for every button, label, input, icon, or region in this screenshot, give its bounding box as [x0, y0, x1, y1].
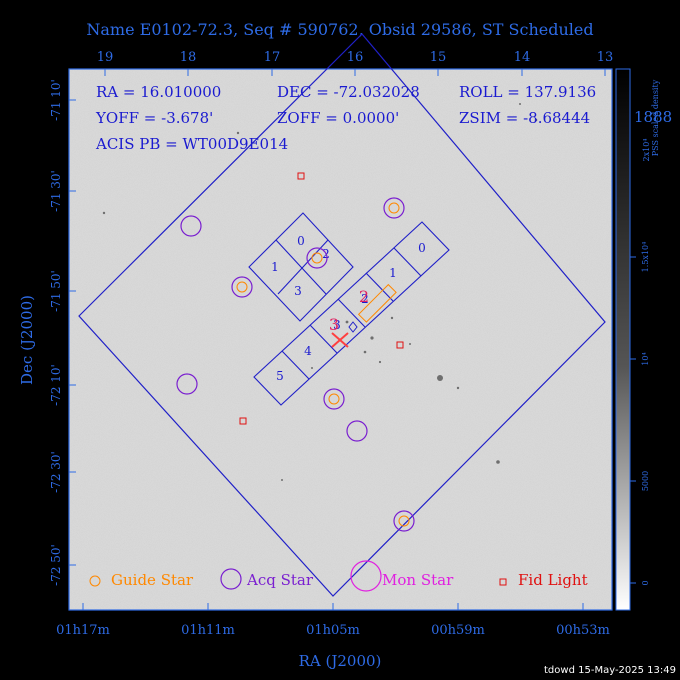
legend-guide-label: Guide Star — [111, 571, 194, 589]
legend: Guide Star Acq Star Mon Star Fid Light — [89, 560, 588, 592]
guide-star-marker — [311, 252, 323, 264]
colorbar-max: 2x10⁴ — [642, 139, 651, 162]
acq-star-marker — [383, 197, 405, 219]
bottom-tick-label: 01h05m — [306, 623, 360, 638]
fid-light-marker — [239, 417, 247, 425]
chip-label-s1: 1 — [389, 266, 397, 280]
legend-fid-icon — [499, 578, 507, 586]
acq-star-marker — [306, 247, 328, 269]
top-tick-label: 13 — [597, 50, 614, 65]
chip-label-s4: 4 — [304, 344, 312, 358]
legend-mon-icon — [350, 560, 382, 592]
left-tick-label: -71 30' — [49, 170, 63, 212]
chip-label-s5: 5 — [276, 369, 284, 383]
chip-label-i0: 0 — [297, 234, 305, 248]
left-tick-label: -72 30' — [49, 451, 63, 493]
fid-lights — [239, 172, 404, 425]
plot-frame — [68, 68, 613, 611]
acq-stars — [176, 197, 415, 532]
top-tick-label: 16 — [347, 50, 364, 65]
acq-star-marker — [231, 276, 253, 298]
info-yoff: YOFF = -3.678' — [95, 109, 213, 127]
info-ra: RA = 16.010000 — [96, 83, 221, 101]
info-zsim: ZSIM = -8.68444 — [459, 109, 590, 127]
left-axis — [69, 99, 76, 566]
legend-guide-icon — [89, 575, 101, 587]
left-tick-label: -71 10' — [49, 79, 63, 121]
chip-label-i1: 1 — [271, 260, 279, 274]
top-axis — [104, 69, 606, 76]
acq-star-marker — [323, 388, 345, 410]
fid-light-marker — [297, 172, 305, 180]
acq-star-marker — [180, 215, 202, 237]
top-tick-label: 17 — [264, 50, 281, 65]
guide-star-marker — [388, 202, 400, 214]
top-tick-label: 14 — [514, 50, 531, 65]
left-tick-label: -72 10' — [49, 364, 63, 406]
fid-light-marker — [396, 341, 404, 349]
colorbar-tick-label: 0 — [641, 580, 650, 585]
guide-star-marker — [398, 515, 410, 527]
acq-star-marker — [346, 420, 368, 442]
top-tick-label: 18 — [180, 50, 197, 65]
left-tick-label: -71 50' — [49, 270, 63, 312]
plot-title: Name E0102-72.3, Seq # 590762, Obsid 295… — [86, 20, 593, 39]
target-marker — [331, 283, 397, 348]
top-tick-label: 19 — [97, 50, 114, 65]
field-of-view-square — [78, 33, 606, 597]
legend-acq-icon — [220, 568, 242, 590]
bottom-axis — [82, 603, 584, 610]
info-roll: ROLL = 137.9136 — [459, 83, 596, 101]
chip-label-s2: 2 — [361, 292, 369, 306]
colorbar: PSS scaled density 2x10⁴ 1.5x10⁴ 10⁴ 500… — [615, 68, 672, 611]
left-tick-label: -72 50' — [49, 544, 63, 586]
colorbar-tick-label: 1.5x10⁴ — [641, 242, 650, 273]
bottom-tick-label: 00h53m — [556, 623, 610, 638]
acis-i-array — [248, 212, 354, 322]
legend-mon-label: Mon Star — [382, 571, 454, 589]
region-label-3: 3 — [329, 315, 339, 334]
guide-star-marker — [236, 281, 248, 293]
x-axis-label: RA (J2000) — [299, 652, 382, 670]
chip-label-s3: 3 — [333, 318, 341, 332]
acis-s-array — [253, 221, 450, 406]
bottom-tick-label: 01h11m — [181, 623, 235, 638]
acq-star-marker — [176, 373, 198, 395]
legend-acq-label: Acq Star — [246, 571, 314, 589]
bottom-tick-label: 01h17m — [56, 623, 110, 638]
acq-star-marker — [393, 510, 415, 532]
guide-stars — [236, 202, 410, 527]
guide-star-marker — [328, 393, 340, 405]
footer-timestamp: tdowd 15-May-2025 13:49 — [544, 665, 676, 676]
info-zoff: ZOFF = 0.0000' — [277, 109, 399, 127]
colorbar-overflow-label: 1888 — [634, 108, 672, 126]
colorbar-tick-label: 5000 — [641, 471, 650, 491]
bottom-tick-label: 00h59m — [431, 623, 485, 638]
info-acis: ACIS PB = WT00D9E014 — [95, 135, 288, 153]
y-axis-label: Dec (J2000) — [18, 295, 36, 385]
chip-label-i3: 3 — [294, 284, 302, 298]
legend-fid-label: Fid Light — [518, 571, 588, 589]
info-dec: DEC = -72.032028 — [277, 83, 420, 101]
colorbar-tick-label: 10⁴ — [641, 352, 650, 365]
chip-label-s0: 0 — [418, 241, 426, 255]
top-tick-label: 15 — [430, 50, 447, 65]
region-label-2: 2 — [359, 287, 369, 306]
colorbar-title: PSS scaled density — [651, 79, 660, 156]
